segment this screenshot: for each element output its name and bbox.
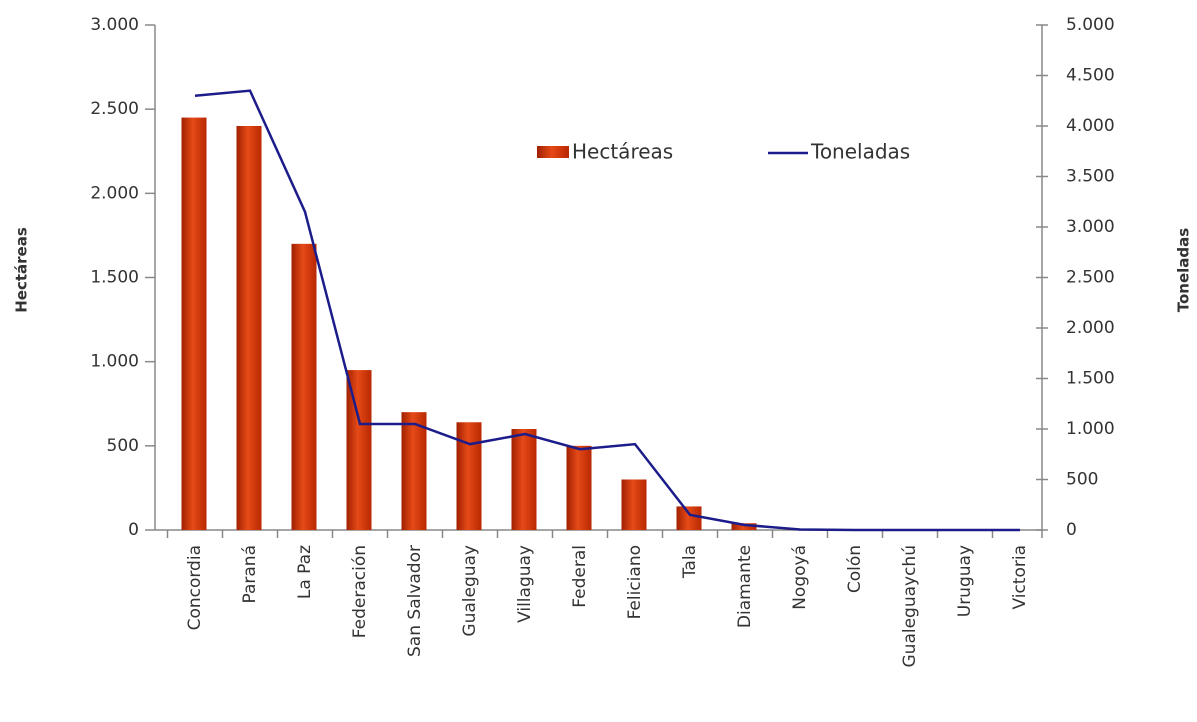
x-tick-label: Diamante bbox=[735, 545, 755, 628]
bar bbox=[181, 117, 207, 530]
bar bbox=[676, 506, 702, 530]
x-tick-label: Nogoyá bbox=[790, 545, 810, 610]
y-tick-label: 2.000 bbox=[90, 183, 139, 203]
x-tick-label: Gualeguay bbox=[460, 545, 480, 637]
bar bbox=[236, 126, 262, 530]
y2-tick-label: 1.500 bbox=[1066, 369, 1115, 389]
y2-tick-label: 2.000 bbox=[1066, 318, 1115, 338]
y2-tick-label: 4.000 bbox=[1066, 116, 1115, 136]
y-tick-label: 2.500 bbox=[90, 99, 139, 119]
legend-swatch bbox=[537, 146, 569, 158]
x-tick-label: Federal bbox=[570, 545, 590, 608]
y-tick-label: 3.000 bbox=[90, 15, 139, 35]
bar bbox=[621, 479, 647, 530]
y2-tick-label: 4.500 bbox=[1066, 66, 1115, 86]
x-tick-label: Feliciano bbox=[625, 545, 645, 619]
bar bbox=[731, 523, 757, 530]
y2-tick-label: 3.500 bbox=[1066, 167, 1115, 187]
x-tick-label: Gualeguaychú bbox=[900, 545, 920, 668]
x-tick-label: San Salvador bbox=[405, 545, 425, 657]
x-tick-label: Paraná bbox=[240, 545, 260, 604]
legend-label: Hectáreas bbox=[572, 140, 673, 164]
line bbox=[194, 89, 1020, 532]
y-axis-title: Hectáreas bbox=[13, 227, 31, 313]
bar bbox=[456, 422, 482, 530]
x-tick-label: Colón bbox=[845, 545, 865, 593]
y2-tick-label: 0 bbox=[1066, 520, 1077, 540]
y-tick-label: 1.500 bbox=[90, 268, 139, 288]
bar bbox=[566, 445, 592, 530]
bar bbox=[511, 429, 537, 530]
bar bbox=[401, 412, 427, 530]
x-tick-label: Uruguay bbox=[955, 545, 975, 617]
x-tick-label: Tala bbox=[680, 545, 700, 579]
y-tick-label: 1.000 bbox=[90, 352, 139, 372]
y2-tick-label: 2.500 bbox=[1066, 268, 1115, 288]
legend-label: Toneladas bbox=[810, 140, 910, 164]
y-tick-label: 500 bbox=[107, 436, 139, 456]
y2-tick-label: 500 bbox=[1066, 470, 1098, 490]
y2-tick-label: 3.000 bbox=[1066, 217, 1115, 237]
x-tick-label: Federación bbox=[350, 545, 370, 638]
x-tick-label: Villaguay bbox=[515, 545, 535, 623]
x-tick-label: Victoria bbox=[1010, 545, 1030, 610]
y2-tick-label: 5.000 bbox=[1066, 15, 1115, 35]
y-tick-label: 0 bbox=[128, 520, 139, 540]
y2-axis-title: Toneladas bbox=[1175, 228, 1193, 313]
x-tick-label: La Paz bbox=[295, 545, 315, 599]
x-tick-label: Concordia bbox=[185, 545, 205, 630]
y2-tick-label: 1.000 bbox=[1066, 419, 1115, 439]
bar bbox=[346, 370, 372, 530]
bar bbox=[291, 243, 317, 531]
